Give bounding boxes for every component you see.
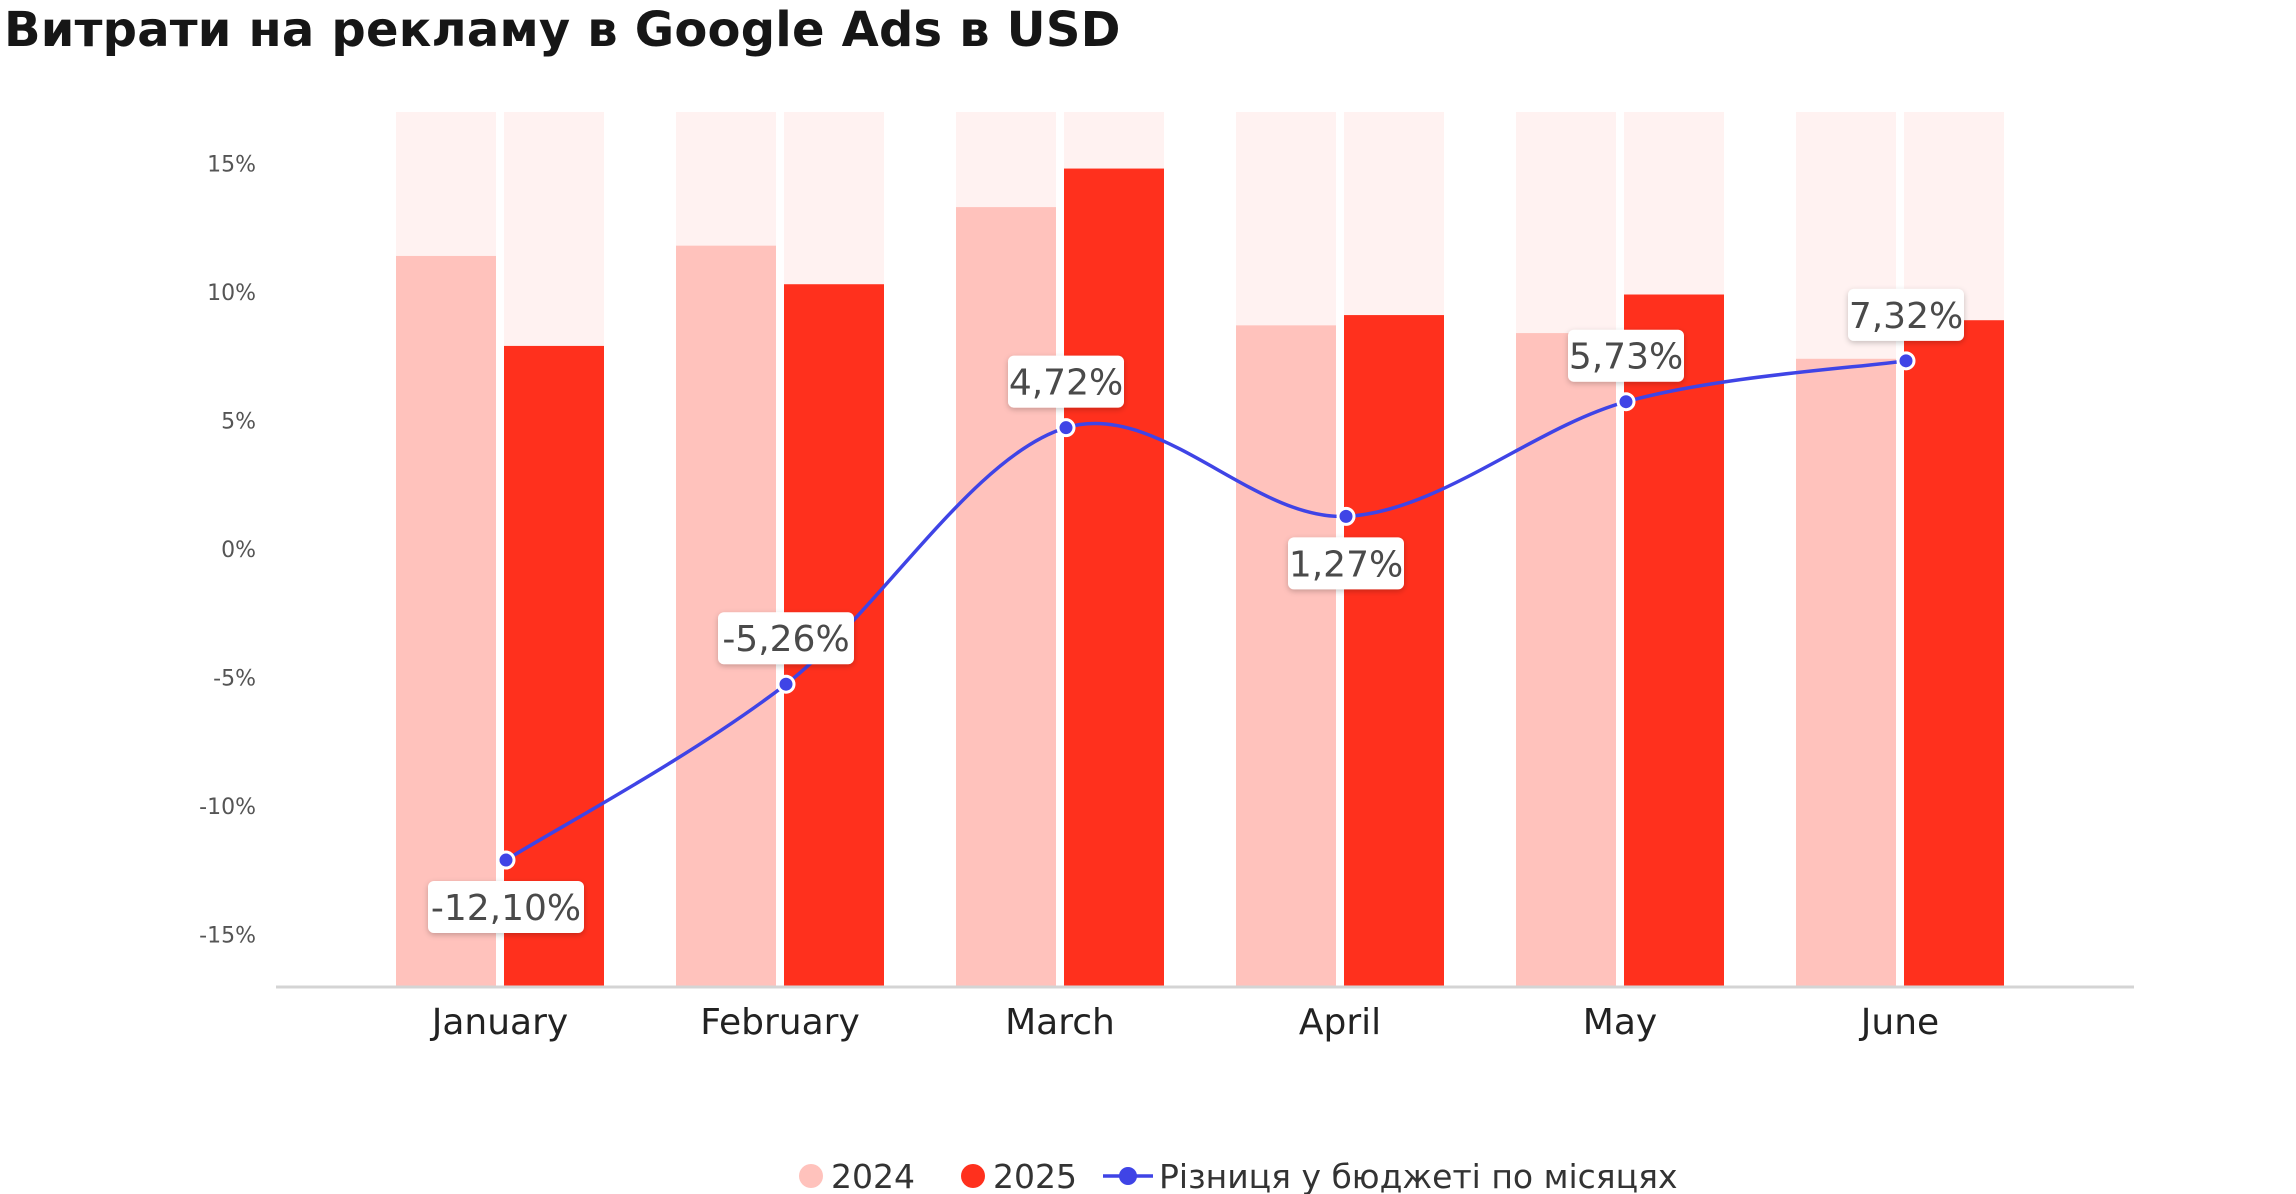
data-label: -12,10% bbox=[428, 881, 584, 934]
legend-swatch-2024 bbox=[799, 1164, 823, 1188]
y-tick-label: 15% bbox=[207, 152, 256, 177]
difference-point bbox=[1896, 351, 1916, 371]
y-tick-label: 10% bbox=[207, 281, 256, 306]
x-tick-label: May bbox=[1583, 1002, 1657, 1043]
difference-point bbox=[1336, 506, 1356, 526]
chart-title: Витрати на рекламу в Google Ads в USD bbox=[4, 2, 1121, 58]
difference-series-line bbox=[505, 359, 1907, 862]
y-tick-label: -5% bbox=[213, 667, 256, 692]
difference-point bbox=[1056, 418, 1076, 438]
data-label-text: 4,72% bbox=[1009, 363, 1123, 404]
x-tick-label: June bbox=[1859, 1002, 1939, 1043]
bar-2025-june bbox=[1904, 320, 2004, 986]
legend-swatch-2025 bbox=[961, 1164, 985, 1188]
data-label-box bbox=[1008, 355, 1124, 408]
x-tick-label: February bbox=[700, 1002, 860, 1043]
data-label-box bbox=[428, 881, 584, 934]
difference-point bbox=[776, 674, 796, 694]
data-label-box bbox=[718, 612, 854, 665]
data-label-text: -5,26% bbox=[722, 619, 849, 660]
bar-2024-april bbox=[1236, 325, 1336, 986]
bars bbox=[396, 168, 2004, 987]
data-labels: -12,10% -5,26% 4,72% 1,27% 5,73% 7,32% bbox=[428, 288, 1964, 934]
bar-tracks bbox=[396, 112, 2004, 986]
x-axis: January February March April May June bbox=[276, 985, 2134, 1043]
data-label: 7,32% bbox=[1848, 288, 1964, 341]
x-tick-label: April bbox=[1299, 1002, 1381, 1043]
difference-point bbox=[496, 850, 516, 870]
bar-2025-march bbox=[1064, 168, 1164, 986]
legend-point-swatch bbox=[1119, 1167, 1137, 1185]
bar-2024-march bbox=[956, 207, 1056, 987]
legend-label-2024: 2024 bbox=[831, 1157, 915, 1194]
data-label: 5,73% bbox=[1568, 329, 1684, 382]
data-label-text: 1,27% bbox=[1289, 544, 1403, 585]
y-tick-label: 0% bbox=[221, 538, 256, 563]
legend-item-2024: 2024 bbox=[799, 1157, 915, 1194]
bar-2025-may bbox=[1624, 294, 1724, 986]
data-label-text: 7,32% bbox=[1849, 296, 1963, 337]
y-axis: 15% 10% 5% 0% -5% -10% -15% bbox=[199, 152, 256, 948]
difference-line bbox=[496, 351, 1916, 870]
x-tick-label: March bbox=[1005, 1002, 1115, 1043]
legend-item-2025: 2025 bbox=[961, 1157, 1077, 1194]
x-tick-label: January bbox=[430, 1002, 568, 1043]
difference-point bbox=[1616, 392, 1636, 412]
legend-label-difference: Різниця у бюджеті по місяцях bbox=[1159, 1157, 1677, 1194]
bar-2024-june bbox=[1796, 358, 1896, 986]
legend-item-difference: Різниця у бюджеті по місяцях bbox=[1103, 1157, 1677, 1194]
bar-2024-may bbox=[1516, 333, 1616, 987]
data-label: -5,26% bbox=[718, 612, 854, 665]
data-label-box bbox=[1568, 329, 1684, 382]
y-tick-label: -15% bbox=[199, 924, 256, 949]
y-tick-label: 5% bbox=[221, 409, 256, 434]
data-label-text: 5,73% bbox=[1569, 337, 1683, 378]
legend-label-2025: 2025 bbox=[993, 1157, 1077, 1194]
legend: 2024 2025 Різниця у бюджеті по місяцях bbox=[799, 1157, 1677, 1194]
bar-2025-april bbox=[1344, 315, 1444, 986]
y-tick-label: -10% bbox=[199, 795, 256, 820]
data-label-box bbox=[1848, 288, 1964, 341]
bar-2025-january bbox=[504, 345, 604, 986]
data-label-text: -12,10% bbox=[431, 888, 581, 929]
data-label-box bbox=[1288, 537, 1404, 590]
data-label: 4,72% bbox=[1008, 355, 1124, 408]
data-label: 1,27% bbox=[1288, 537, 1404, 590]
bar-2024-january bbox=[396, 255, 496, 986]
